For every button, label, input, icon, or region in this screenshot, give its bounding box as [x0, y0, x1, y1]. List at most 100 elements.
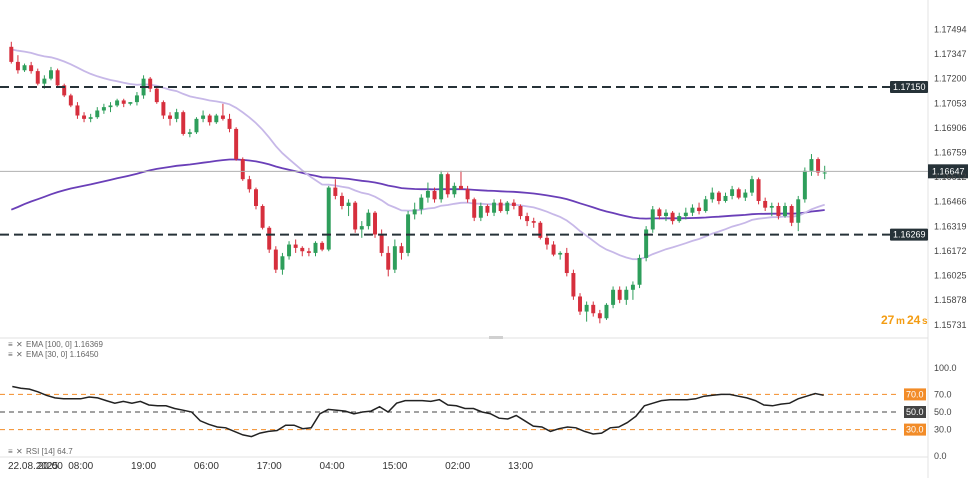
candle-body	[419, 197, 424, 210]
candle	[723, 192, 728, 203]
candle-body	[617, 289, 622, 300]
candle-body	[690, 207, 695, 213]
candle	[802, 167, 807, 203]
candle-body	[511, 202, 516, 206]
resistance-price-tag[interactable]: 1.17150	[890, 81, 928, 94]
candle	[459, 170, 463, 190]
rsi-legend-label: RSI [14] 64.7	[26, 447, 73, 456]
legend-menu-icon[interactable]: ≡	[8, 447, 13, 456]
candle-body	[62, 85, 67, 96]
candle	[220, 103, 225, 121]
candle-body	[320, 242, 325, 250]
time-tick-label: 06:00	[194, 461, 219, 472]
time-tick-label: 19:00	[131, 461, 156, 472]
candle	[683, 207, 688, 220]
candle-timer: 27 m 24 s	[881, 313, 928, 327]
candle-body	[650, 209, 655, 230]
candle-body	[789, 206, 794, 223]
current-price-tag: 1.16647	[928, 164, 968, 179]
candle-body	[29, 65, 34, 72]
candle	[822, 165, 827, 180]
support-price-tag[interactable]: 1.16269	[890, 228, 928, 241]
candle	[386, 246, 391, 277]
timer-seconds: 24	[907, 313, 921, 327]
candle	[187, 128, 192, 138]
tag-label: 70.0	[906, 389, 924, 399]
candle-body	[796, 199, 801, 223]
candle-body	[161, 102, 166, 116]
candle	[22, 63, 27, 72]
candle-body	[168, 115, 172, 119]
candle-body	[505, 202, 510, 212]
ema-legend[interactable]: ≡ ✕ EMA [100, 0] 1.16369 ≡ ✕ EMA [30, 0]…	[8, 340, 103, 456]
candle	[121, 98, 126, 108]
rsi-tick-label: 50.0	[934, 407, 952, 417]
candle	[716, 190, 721, 205]
candle	[465, 185, 470, 203]
candle-body	[604, 304, 609, 319]
ema-30-legend[interactable]: ≡ ✕ EMA [30, 0] 1.16450	[8, 350, 99, 359]
candle	[15, 55, 20, 74]
time-tick-label: 22.08.2025	[8, 461, 58, 472]
candle-body	[498, 202, 503, 212]
candle	[743, 189, 748, 201]
candle	[128, 102, 133, 106]
candle-body	[597, 313, 602, 319]
candle	[558, 251, 563, 260]
candle-body	[564, 252, 569, 274]
tag-background	[890, 228, 928, 241]
candle-body	[763, 200, 768, 208]
candle-body	[710, 192, 715, 200]
candle-body	[220, 115, 225, 119]
price-axis[interactable]: 1.17494 1.17347 1.17200 1.17053 1.16906 1.167…	[934, 24, 967, 329]
candle-body	[657, 209, 662, 217]
candle	[578, 293, 582, 315]
rsi-legend[interactable]: ≡ ✕ RSI [14] 64.7	[8, 447, 73, 456]
candle-body	[214, 115, 219, 123]
candle-body	[723, 195, 728, 201]
candle	[240, 157, 245, 181]
candle	[406, 211, 411, 257]
candle-body	[313, 242, 318, 253]
ema-100-legend[interactable]: ≡ ✕ EMA [100, 0] 1.16369	[8, 340, 103, 349]
candle	[260, 204, 265, 230]
candle	[115, 98, 120, 108]
candle	[320, 241, 325, 252]
candle-body	[68, 95, 73, 106]
candle-body	[366, 212, 371, 227]
candle	[75, 102, 80, 119]
candle-body	[531, 221, 536, 223]
candle-body	[571, 273, 576, 297]
candle-body	[49, 70, 53, 79]
candle-body	[809, 159, 814, 171]
candle-body	[260, 206, 265, 228]
panel-resize-handle[interactable]	[489, 336, 503, 339]
candle-body	[611, 289, 616, 305]
candle-body	[591, 304, 596, 314]
candle	[604, 303, 609, 320]
candle-body	[207, 115, 212, 123]
legend-menu-icon[interactable]: ≡	[8, 350, 13, 359]
tag-background	[904, 388, 926, 401]
tag-label: 1.16269	[893, 230, 926, 240]
legend-menu-icon[interactable]: ≡	[8, 340, 13, 349]
legend-close-icon[interactable]: ✕	[16, 350, 23, 359]
horizontal-levels[interactable]: 1.17150 1.16269 1.16647	[0, 81, 968, 241]
legend-close-icon[interactable]: ✕	[16, 340, 23, 349]
candle	[445, 172, 450, 198]
price-tick-label: 1.16759	[934, 148, 967, 158]
candle	[161, 100, 166, 119]
candle-body	[406, 214, 411, 253]
candle-body	[128, 102, 133, 104]
candle	[617, 286, 622, 304]
price-tick-label: 1.17494	[934, 24, 967, 34]
legend-close-icon[interactable]: ✕	[16, 447, 23, 456]
candle	[366, 209, 371, 230]
candle	[611, 286, 616, 309]
candle-body	[326, 187, 331, 250]
candle	[273, 246, 278, 274]
candle	[254, 187, 258, 210]
candle	[511, 199, 516, 210]
candle	[637, 254, 642, 289]
